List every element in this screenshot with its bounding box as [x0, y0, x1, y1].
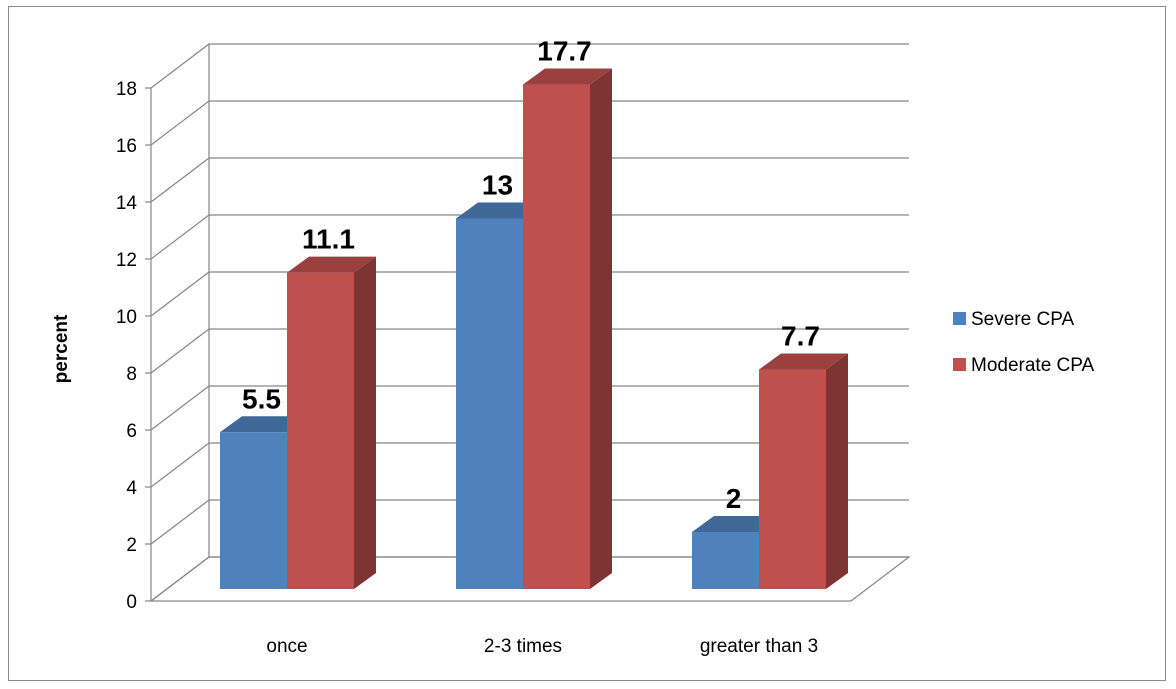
- category-labels: once 2-3 times greater than 3: [266, 636, 818, 657]
- y-axis-title: percent: [51, 314, 72, 383]
- bar-top-face: [759, 353, 848, 370]
- data-label: 11.1: [302, 224, 355, 255]
- bar-side-face: [590, 68, 612, 590]
- y-tick-label: 6: [126, 421, 137, 442]
- data-label: 2: [726, 483, 742, 514]
- axes: [145, 44, 210, 602]
- bar-front-face: [692, 532, 759, 589]
- legend-label: Moderate CPA: [971, 355, 1095, 376]
- y-tick-label: 14: [116, 193, 138, 214]
- bar-top-face: [523, 68, 612, 85]
- category-label: once: [266, 636, 307, 657]
- bar-front-face: [456, 218, 523, 589]
- category-label: greater than 3: [700, 636, 818, 657]
- bar-top-face: [692, 516, 781, 532]
- y-tick-labels: 0 2 4 6 8 10 12 14 16 18: [116, 79, 138, 613]
- category-label: 2-3 times: [484, 636, 562, 657]
- bar-front-face: [759, 369, 826, 589]
- legend-label: Severe CPA: [971, 309, 1074, 330]
- y-tick-label: 4: [126, 478, 137, 499]
- y-tick-label: 18: [116, 79, 137, 100]
- bar-side-face: [354, 256, 376, 589]
- bar-moderate-cpa: [523, 68, 612, 590]
- bar-top-face: [220, 416, 309, 433]
- y-tick-label: 16: [116, 136, 137, 157]
- legend-item: Severe CPA: [953, 309, 1074, 330]
- bar-front-face: [287, 272, 354, 589]
- data-labels: 5.5 11.1 13 17.7 2 7.7: [242, 36, 820, 514]
- bar-chart: 0 2 4 6 8 10 12 14 16 18 once 2-3 times greater tha…: [51, 36, 1095, 657]
- bar-front-face: [220, 432, 287, 589]
- data-label: 7.7: [781, 321, 820, 352]
- data-label: 17.7: [537, 36, 592, 67]
- data-label: 13: [482, 170, 513, 201]
- legend: Severe CPA Moderate CPA: [953, 309, 1095, 376]
- bar-top-face: [456, 202, 545, 219]
- bar-moderate-cpa: [287, 256, 376, 589]
- data-label: 5.5: [242, 383, 281, 414]
- legend-swatch: [953, 312, 966, 325]
- legend-item: Moderate CPA: [953, 355, 1095, 376]
- bar-top-face: [287, 256, 376, 273]
- chart-frame: 0 2 4 6 8 10 12 14 16 18 once 2-3 times greater tha…: [8, 6, 1166, 681]
- y-tick-label: 12: [116, 250, 137, 271]
- y-tick-label: 0: [126, 592, 137, 613]
- y-tick-label: 2: [126, 535, 137, 556]
- bars: [220, 68, 848, 590]
- y-tick-label: 10: [116, 307, 137, 328]
- legend-swatch: [953, 358, 966, 371]
- y-tick-label: 8: [126, 364, 137, 385]
- bar-front-face: [523, 84, 590, 590]
- bar-moderate-cpa: [759, 353, 848, 589]
- bar-side-face: [826, 353, 848, 589]
